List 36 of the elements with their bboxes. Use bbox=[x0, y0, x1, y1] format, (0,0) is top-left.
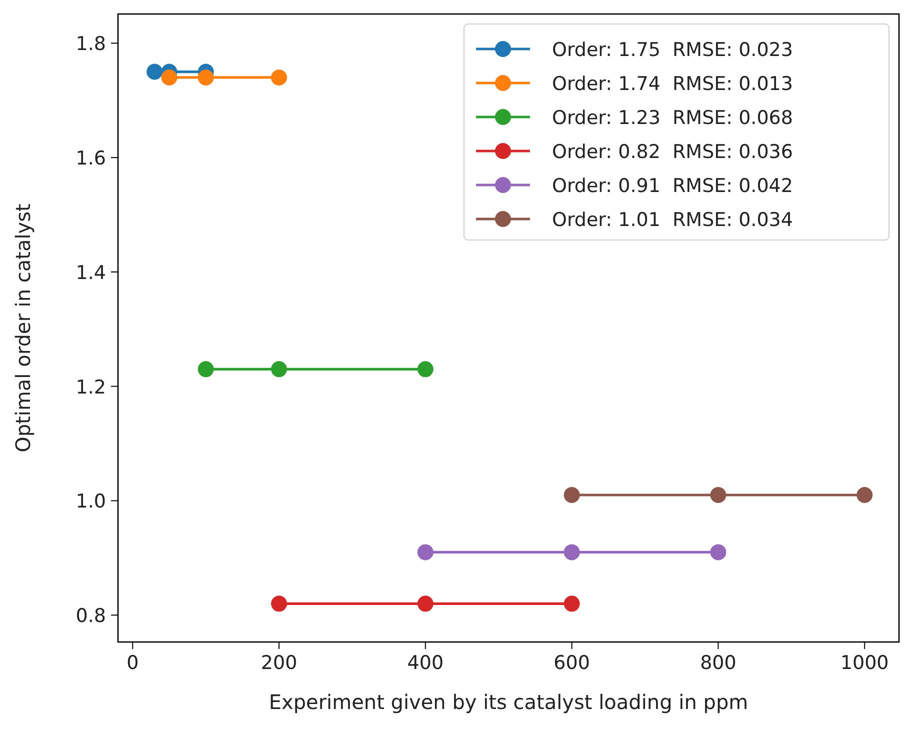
point bbox=[417, 361, 434, 378]
point bbox=[564, 487, 580, 504]
point bbox=[198, 361, 214, 378]
point bbox=[856, 487, 873, 504]
y-tick-label: 1.0 bbox=[76, 490, 106, 513]
point bbox=[417, 544, 434, 560]
point bbox=[710, 544, 726, 560]
point bbox=[198, 69, 214, 86]
legend-label: Order: 1.74 RMSE: 0.013 bbox=[552, 73, 793, 95]
point bbox=[161, 69, 178, 86]
point bbox=[271, 69, 288, 86]
x-tick-label: 800 bbox=[700, 652, 736, 674]
x-tick-label: 0 bbox=[126, 652, 139, 674]
y-tick-label: 1.8 bbox=[76, 33, 106, 56]
point bbox=[417, 596, 434, 612]
y-tick-label: 0.8 bbox=[76, 605, 106, 628]
point bbox=[564, 544, 580, 560]
point bbox=[271, 596, 288, 612]
legend-label: Order: 0.82 RMSE: 0.036 bbox=[552, 141, 793, 163]
point bbox=[146, 64, 163, 80]
x-tick-label: 200 bbox=[260, 652, 298, 674]
x-axis-title: Experiment given by its catalyst loading in ppm bbox=[268, 690, 748, 714]
legend-label: Order: 1.23 RMSE: 0.068 bbox=[552, 107, 793, 129]
point bbox=[271, 361, 288, 378]
point bbox=[710, 487, 726, 504]
point bbox=[564, 596, 580, 612]
x-tick-label: 600 bbox=[554, 652, 590, 674]
y-tick-label: 1.4 bbox=[76, 262, 106, 284]
y-tick-label: 1.2 bbox=[76, 376, 106, 398]
x-tick-label: 400 bbox=[407, 652, 444, 674]
y-tick-label: 1.6 bbox=[76, 148, 106, 170]
legend-label: Order: 0.91 RMSE: 0.042 bbox=[552, 175, 793, 197]
y-axis-title: Optimal order in catalyst bbox=[11, 203, 35, 452]
x-tick-label: 1000 bbox=[840, 652, 889, 674]
legend-label: Order: 1.75 RMSE: 0.023 bbox=[552, 39, 793, 61]
legend-label: Order: 1.01 RMSE: 0.034 bbox=[552, 209, 793, 231]
